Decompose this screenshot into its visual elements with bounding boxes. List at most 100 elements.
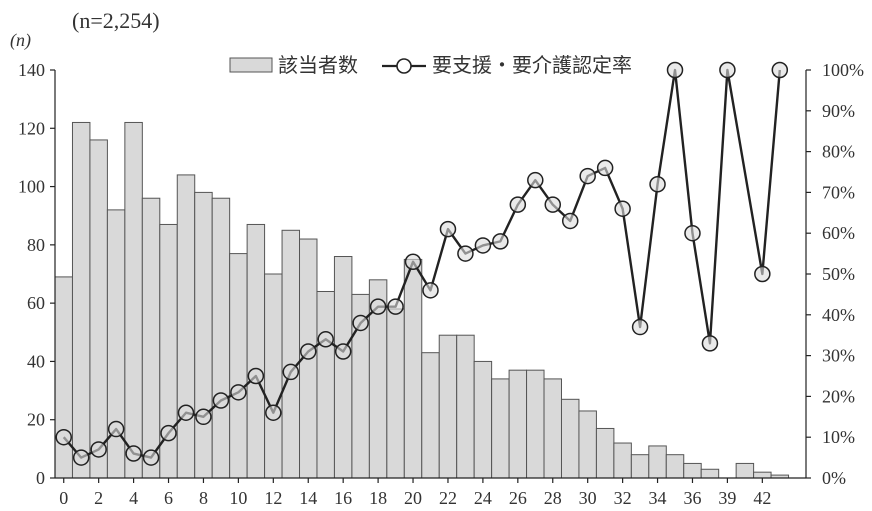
x-tick-label: 16: [334, 488, 352, 508]
rate-point: [282, 363, 300, 381]
rate-point: [369, 298, 387, 315]
x-tick-label: 10: [229, 488, 247, 508]
x-tick-label: 2: [94, 488, 103, 508]
rate-point: [631, 318, 649, 336]
rate-point: [317, 331, 334, 348]
x-tick-label: 12: [264, 488, 282, 508]
x-tick-label: 0: [59, 488, 68, 508]
rate-point: [90, 441, 107, 458]
bar: [456, 334, 475, 479]
axes-layer: 0204060801001201400%10%20%30%40%50%60%70…: [18, 60, 864, 508]
legend-label-line: 要支援・要介護認定率: [432, 53, 632, 77]
bar: [333, 256, 353, 479]
y-right-tick-label: 10%: [822, 427, 855, 447]
rate-point: [492, 233, 509, 250]
bar: [211, 197, 231, 479]
line-layer: [55, 61, 789, 466]
rate-point: [527, 171, 544, 189]
bar: [473, 360, 493, 479]
legend-swatch-marker: [396, 58, 412, 74]
bar: [421, 352, 440, 479]
rate-point: [771, 61, 789, 79]
legend-label-bar: 該当者数: [278, 53, 358, 77]
bar: [735, 462, 755, 479]
x-tick-label: 24: [474, 488, 492, 508]
y-left-tick-label: 0: [36, 468, 45, 488]
x-tick-label: 39: [718, 488, 736, 508]
x-tick-label: 36: [683, 488, 701, 508]
rate-point: [579, 167, 596, 185]
rate-point: [457, 245, 474, 262]
legend: 該当者数 要支援・要介護認定率: [229, 53, 632, 77]
bar: [700, 468, 720, 479]
x-tick-label: 26: [509, 488, 527, 508]
y-right-tick-label: 30%: [822, 346, 855, 366]
rate-point: [561, 212, 579, 230]
y-left-tick-label: 140: [18, 60, 45, 80]
rate-point: [544, 196, 562, 213]
bar: [281, 229, 301, 479]
x-tick-label: 32: [614, 488, 632, 508]
bar: [403, 258, 423, 479]
bar: [683, 462, 702, 479]
y-right-tick-label: 0%: [822, 468, 846, 488]
rate-point: [247, 367, 265, 385]
rate-point: [509, 196, 527, 213]
y-right-tick-label: 50%: [822, 264, 855, 284]
bar: [648, 445, 667, 479]
rate-point: [649, 175, 666, 193]
x-tick-label: 22: [439, 488, 457, 508]
rate-point: [177, 404, 195, 421]
y-left-unit: (n): [10, 30, 31, 51]
x-tick-label: 8: [199, 488, 208, 508]
rate-point: [701, 335, 719, 352]
x-tick-label: 18: [369, 488, 387, 508]
bar: [578, 410, 597, 479]
bar: [124, 121, 143, 479]
x-tick-label: 30: [579, 488, 597, 508]
y-left-tick-label: 20: [27, 410, 45, 430]
bar: [613, 442, 632, 479]
rate-point: [422, 282, 439, 299]
x-tick-label: 6: [164, 488, 173, 508]
rate-point: [107, 420, 125, 438]
rate-point: [334, 343, 352, 360]
bar: [176, 174, 196, 479]
bar: [141, 197, 161, 479]
bar: [54, 276, 73, 479]
bar: [71, 121, 91, 479]
bar: [630, 454, 650, 479]
bar: [386, 308, 405, 479]
y-right-tick-label: 100%: [822, 60, 864, 80]
x-tick-label: 34: [649, 488, 667, 508]
bar: [194, 191, 213, 479]
y-right-tick-label: 60%: [822, 223, 855, 243]
y-left-tick-label: 40: [27, 351, 45, 371]
y-right-tick-label: 80%: [822, 142, 855, 162]
rate-point: [439, 220, 457, 238]
x-tick-label: 42: [753, 488, 771, 508]
rate-point: [72, 449, 90, 466]
y-right-tick-label: 90%: [822, 101, 855, 121]
rate-point: [265, 404, 282, 421]
rate-point: [404, 253, 422, 271]
rate-point: [299, 343, 317, 360]
rate-point: [230, 384, 247, 401]
bar: [246, 223, 266, 479]
y-left-tick-label: 80: [27, 235, 45, 255]
rate-point: [387, 298, 404, 315]
rate-point: [212, 392, 230, 409]
rate-point: [474, 237, 492, 254]
y-right-tick-label: 70%: [822, 182, 855, 202]
bar: [595, 427, 615, 479]
bar: [438, 334, 458, 479]
x-tick-label: 4: [129, 488, 138, 508]
bar: [526, 369, 545, 479]
x-tick-label: 14: [299, 488, 317, 508]
y-right-tick-label: 20%: [822, 386, 855, 406]
sample-size-annotation: (n=2,254): [72, 8, 160, 33]
bar: [229, 253, 248, 479]
rate-point: [125, 445, 142, 462]
